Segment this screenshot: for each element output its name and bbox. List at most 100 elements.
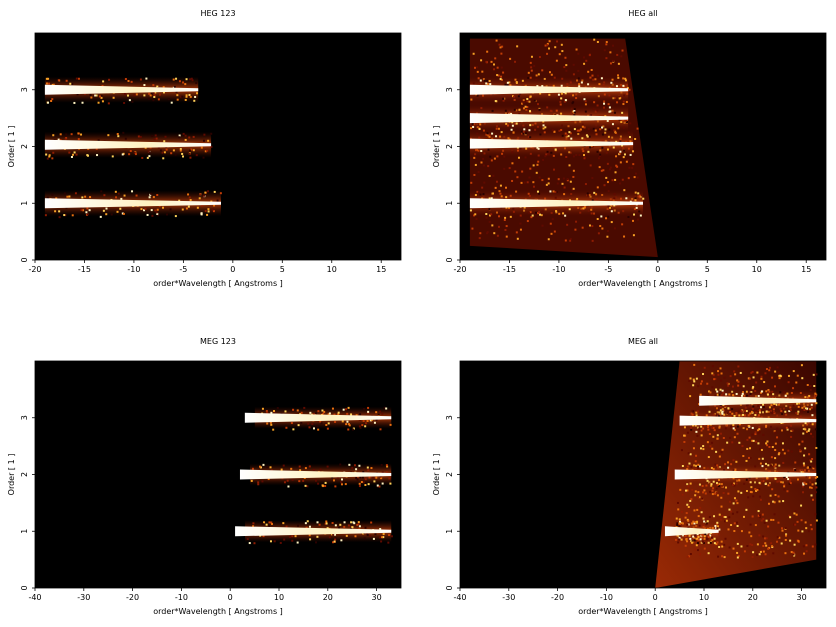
band-pixel xyxy=(613,197,616,200)
y-tick-label: 2 xyxy=(20,472,29,477)
noise-pixel xyxy=(755,489,758,492)
band-pixel xyxy=(101,84,104,87)
band-pixel xyxy=(389,482,392,485)
band-pixel xyxy=(102,209,105,212)
noise-pixel xyxy=(497,225,500,228)
noise-pixel xyxy=(768,369,771,372)
band-pixel xyxy=(715,523,718,526)
band-pixel xyxy=(364,526,367,529)
y-tick-label: 0 xyxy=(20,257,29,262)
noise-pixel xyxy=(724,520,727,523)
noise-pixel xyxy=(787,381,790,384)
noise-pixel xyxy=(475,218,478,221)
band-pixel xyxy=(351,466,354,469)
band-pixel xyxy=(789,406,792,409)
band-pixel xyxy=(625,119,628,122)
band-pixel xyxy=(536,190,539,193)
y-tick-label: 3 xyxy=(445,415,454,420)
noise-pixel xyxy=(609,51,612,54)
noise-pixel xyxy=(572,187,575,190)
band-pixel xyxy=(601,133,604,136)
band-pixel xyxy=(557,93,560,96)
band-pixel xyxy=(719,409,722,412)
band-pixel xyxy=(780,481,783,484)
noise-pixel xyxy=(758,534,761,537)
band-pixel xyxy=(182,132,185,135)
band-pixel xyxy=(801,485,804,488)
band-pixel xyxy=(595,193,598,196)
band-pixel xyxy=(71,82,74,85)
noise-pixel xyxy=(786,490,789,493)
band-pixel xyxy=(105,207,108,210)
noise-pixel xyxy=(715,388,718,391)
noise-pixel xyxy=(717,555,720,558)
band-pixel xyxy=(804,422,807,425)
noise-pixel xyxy=(499,184,502,187)
band-pixel xyxy=(478,136,481,139)
band-pixel xyxy=(521,79,524,82)
y-tick-label: 2 xyxy=(20,144,29,149)
band-pixel xyxy=(784,394,787,397)
noise-pixel xyxy=(758,457,761,460)
band-pixel xyxy=(534,78,537,81)
band-pixel xyxy=(591,199,594,202)
noise-pixel xyxy=(701,497,704,500)
noise-pixel xyxy=(553,230,556,233)
band-pixel xyxy=(162,86,165,89)
band-pixel xyxy=(542,124,545,127)
band-pixel xyxy=(359,476,362,479)
noise-pixel xyxy=(514,170,517,173)
band-pixel xyxy=(625,100,628,103)
noise-pixel xyxy=(814,513,817,516)
band-pixel xyxy=(252,522,255,525)
band-pixel xyxy=(158,93,161,96)
band-pixel xyxy=(70,133,73,136)
band-pixel xyxy=(699,541,702,544)
noise-pixel xyxy=(805,544,808,547)
noise-pixel xyxy=(711,386,714,389)
band-pixel xyxy=(340,478,343,481)
band-pixel xyxy=(578,85,581,88)
band-pixel xyxy=(57,79,60,82)
band-pixel xyxy=(765,390,768,393)
band-pixel xyxy=(178,134,181,137)
band-pixel xyxy=(144,146,147,149)
band-pixel xyxy=(549,109,552,112)
band-pixel xyxy=(584,100,587,103)
band-pixel xyxy=(500,195,503,198)
noise-pixel xyxy=(734,373,737,376)
band-pixel xyxy=(637,192,640,195)
noise-pixel xyxy=(517,156,520,159)
band-pixel xyxy=(613,204,616,207)
noise-pixel xyxy=(557,178,560,181)
noise-pixel xyxy=(574,228,577,231)
band-pixel xyxy=(358,485,361,488)
noise-pixel xyxy=(603,49,606,52)
band-pixel xyxy=(321,409,324,412)
band-pixel xyxy=(555,190,558,193)
band-pixel xyxy=(291,539,294,542)
noise-pixel xyxy=(538,56,541,59)
band-pixel xyxy=(253,542,256,545)
band-pixel xyxy=(81,101,84,104)
band-pixel xyxy=(716,393,719,396)
noise-pixel xyxy=(736,432,739,435)
noise-pixel xyxy=(683,426,686,429)
noise-pixel xyxy=(613,227,616,230)
band-pixel xyxy=(543,131,546,134)
band-pixel xyxy=(69,82,72,85)
noise-pixel xyxy=(745,489,748,492)
band-pixel xyxy=(716,521,719,524)
noise-pixel xyxy=(751,370,754,373)
band-pixel xyxy=(555,109,558,112)
band-pixel xyxy=(716,390,719,393)
band-pixel xyxy=(480,107,483,110)
band-pixel xyxy=(732,477,735,480)
band-pixel xyxy=(545,153,548,156)
band-pixel xyxy=(623,153,626,156)
band-pixel xyxy=(333,413,336,416)
band-pixel xyxy=(523,101,526,104)
noise-pixel xyxy=(757,442,760,445)
noise-pixel xyxy=(516,237,519,240)
band-pixel xyxy=(482,193,485,196)
